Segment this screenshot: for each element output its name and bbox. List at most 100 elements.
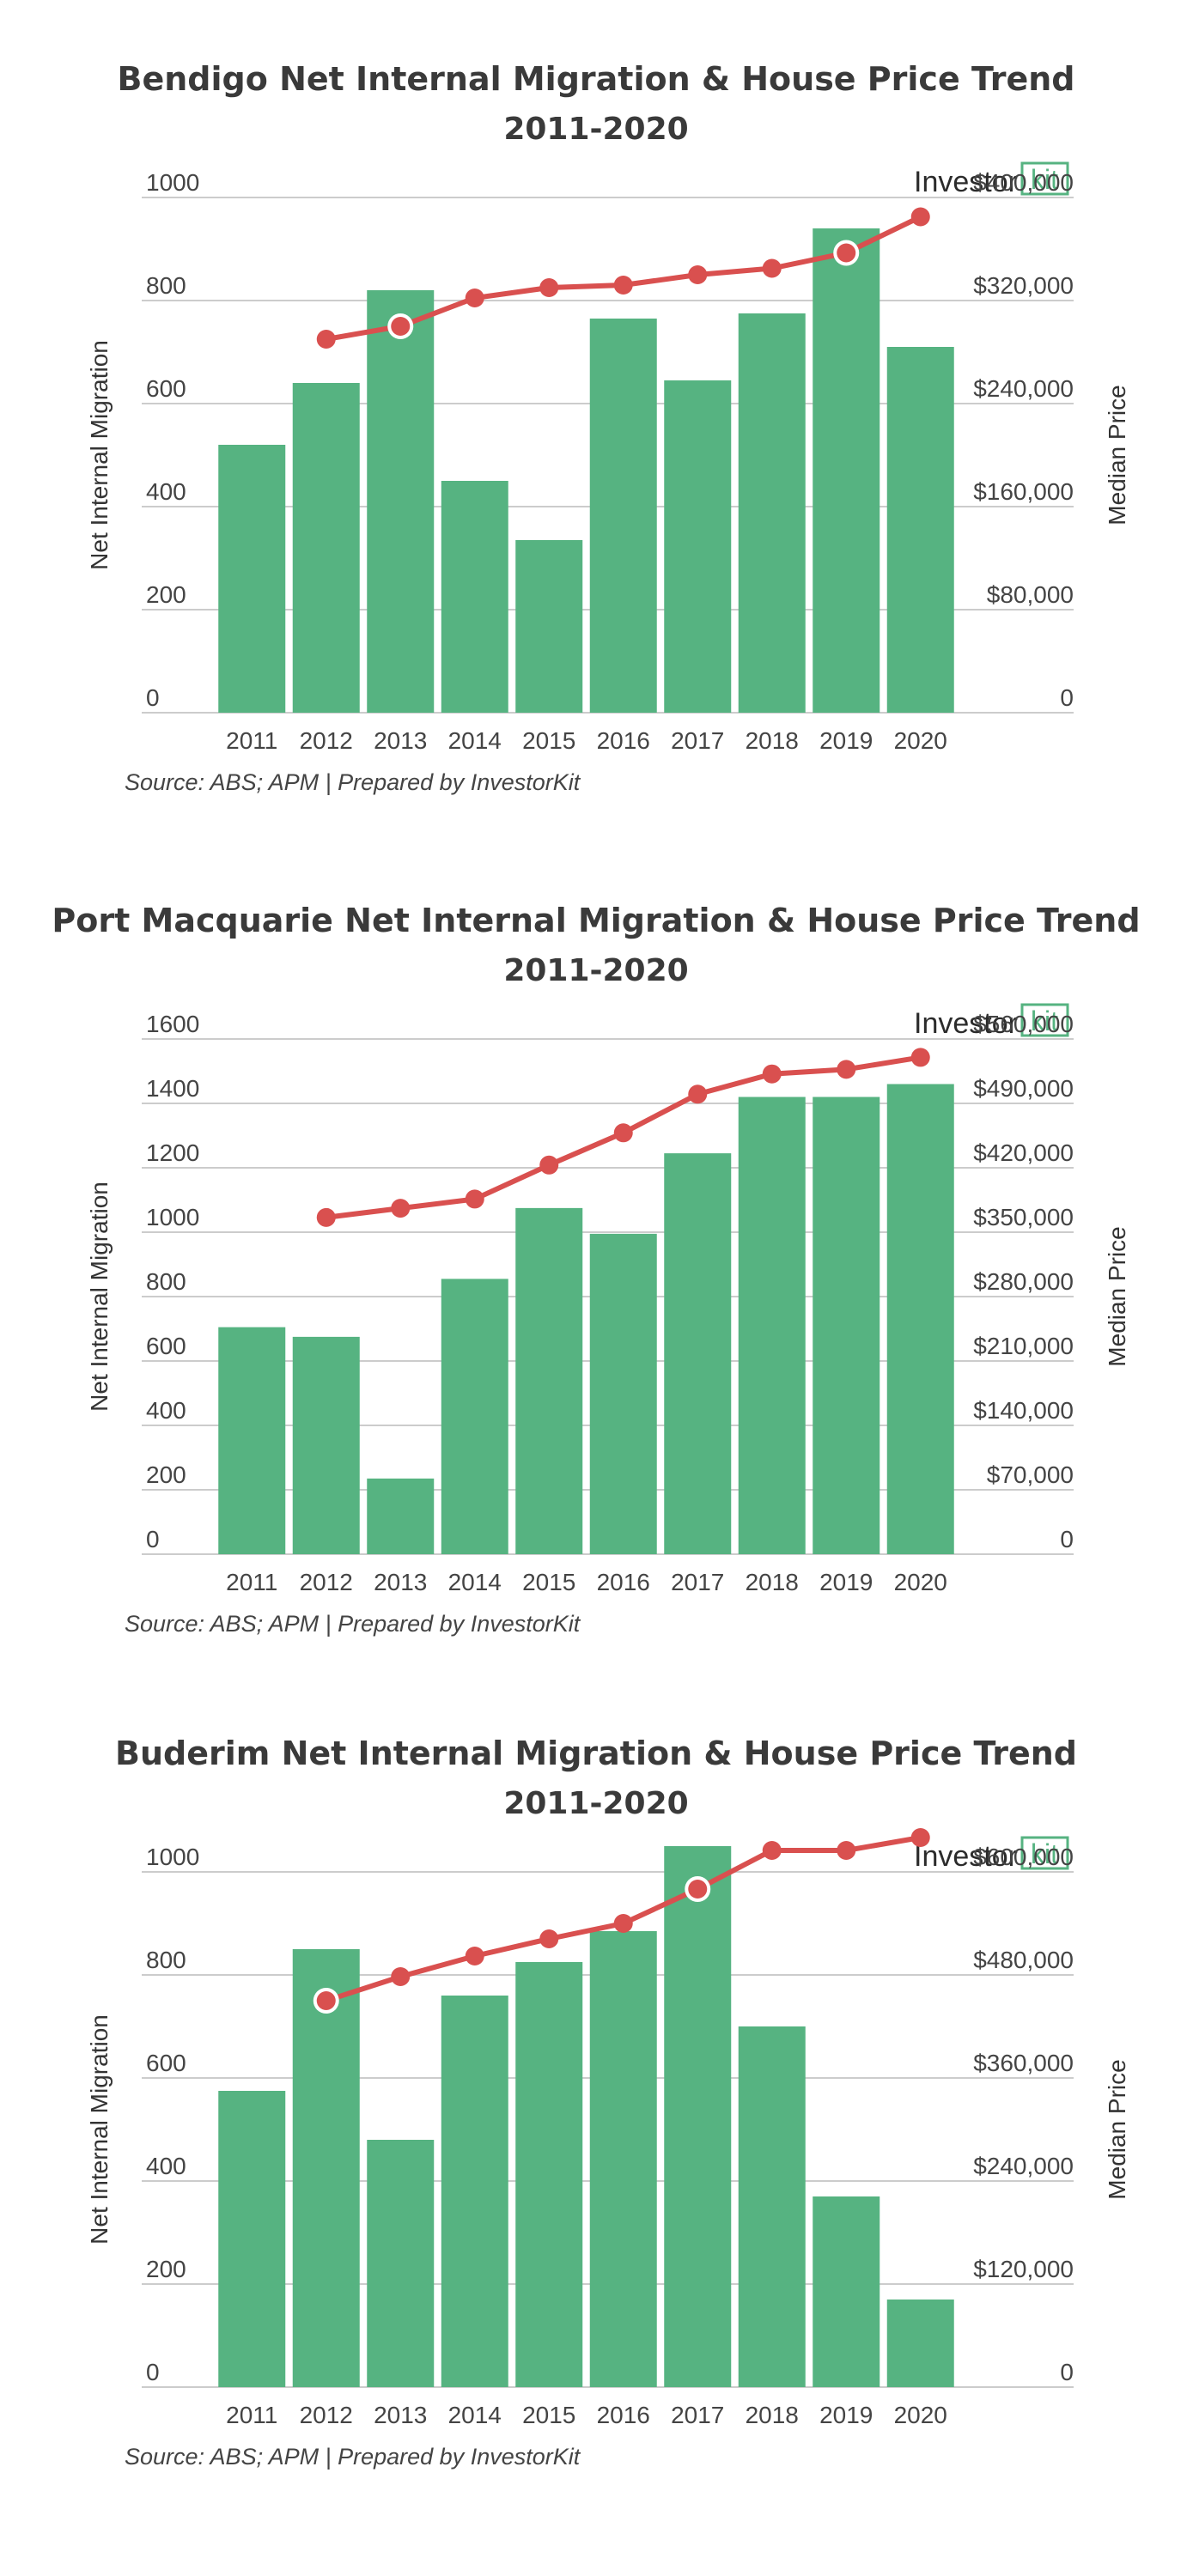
y-tick-label: 400 [146, 478, 186, 505]
chart-subtitle: 2011-2020 [503, 953, 688, 988]
x-tick-label: 2018 [746, 1569, 799, 1595]
chart-title: Bendigo Net Internal Migration & House P… [118, 60, 1075, 98]
y-tick-label: 0 [146, 1526, 160, 1552]
y-tick-label: 1400 [146, 1075, 199, 1102]
x-tick-label: 2018 [746, 727, 799, 754]
y-tick-label: 1000 [146, 169, 199, 196]
price-point [837, 1841, 856, 1860]
bar [886, 1084, 954, 1554]
x-tick-label: 2015 [522, 727, 575, 754]
bar [813, 228, 880, 713]
investorkit-logo: Investor kit [914, 1003, 1069, 1040]
y-tick-label: 400 [146, 2153, 186, 2179]
y2-axis-title: Median Price [1104, 385, 1130, 525]
y2-tick-label: $490,000 [973, 1075, 1074, 1102]
source-note: Source: ABS; APM | Prepared by InvestorK… [125, 2444, 581, 2470]
x-tick-label: 2019 [819, 1569, 873, 1595]
x-tick-label: 2014 [448, 727, 502, 754]
y2-tick-label: $350,000 [973, 1204, 1074, 1230]
chart-port-macquarie: Port Macquarie Net Internal Migration & … [0, 876, 1193, 1666]
x-tick-label: 2011 [226, 727, 277, 754]
chart-subtitle: 2011-2020 [503, 112, 688, 147]
price-point [465, 1189, 484, 1209]
y2-axis-title: Median Price [1104, 2059, 1130, 2199]
y2-tick-label: $480,000 [973, 1947, 1074, 1973]
x-tick-label: 2016 [597, 2402, 650, 2428]
bar [738, 2026, 806, 2387]
x-tick-label: 2015 [522, 2402, 575, 2428]
x-tick-label: 2017 [671, 1569, 724, 1595]
y2-tick-label: $400,000 [973, 169, 1074, 196]
bar [218, 1327, 286, 1554]
y2-tick-label: $560,000 [973, 1011, 1074, 1037]
source-note: Source: ABS; APM | Prepared by InvestorK… [125, 769, 581, 795]
bar [367, 1478, 435, 1554]
bar [292, 1949, 360, 2387]
y-tick-label: 1600 [146, 1011, 199, 1037]
x-tick-label: 2011 [226, 2402, 277, 2428]
y-tick-label: 1200 [146, 1139, 199, 1166]
y-tick-label: 800 [146, 272, 186, 299]
bar [813, 1097, 880, 1554]
price-point [316, 1207, 336, 1227]
y2-tick-label: $240,000 [973, 2153, 1074, 2179]
x-tick-label: 2012 [300, 2402, 353, 2428]
bar [738, 313, 806, 713]
price-point [688, 265, 708, 284]
y2-tick-label: $140,000 [973, 1397, 1074, 1424]
logo-frame [1020, 1836, 1069, 1870]
y2-tick-label: $70,000 [987, 1461, 1074, 1488]
logo-text: Investor [914, 1840, 1018, 1873]
bar [664, 1846, 732, 2387]
y-tick-label: 200 [146, 1461, 186, 1488]
price-point [688, 1880, 708, 1899]
price-point [762, 1841, 782, 1860]
y-tick-label: 0 [146, 684, 160, 711]
investorkit-logo: Investor kit [914, 1836, 1069, 1873]
bar [441, 1279, 508, 1554]
bar [664, 1153, 732, 1554]
logo-frame [1020, 1003, 1069, 1037]
price-point [465, 1947, 484, 1965]
y2-tick-label: $80,000 [987, 581, 1074, 608]
price-point [613, 1123, 633, 1143]
x-tick-label: 2020 [894, 2402, 947, 2428]
price-point [762, 1064, 782, 1084]
x-tick-label: 2013 [374, 727, 427, 754]
y-tick-label: 600 [146, 1333, 186, 1359]
price-point [391, 1199, 411, 1218]
logo-frame [1020, 161, 1069, 196]
price-point [910, 207, 930, 227]
chart-buderim: Buderim Net Internal Migration & House P… [0, 1709, 1193, 2499]
chart-title: Port Macquarie Net Internal Migration & … [52, 902, 1140, 939]
y-tick-label: 800 [146, 1947, 186, 1973]
bar [738, 1097, 806, 1554]
bar [292, 383, 360, 713]
bar [886, 2300, 954, 2387]
chart-svg: Buderim Net Internal Migration & House P… [86, 1735, 1130, 2470]
bar [886, 347, 954, 713]
source-note: Source: ABS; APM | Prepared by InvestorK… [125, 1611, 581, 1637]
x-tick-label: 2018 [746, 2402, 799, 2428]
price-point [910, 1828, 930, 1847]
y-tick-label: 0 [146, 2359, 160, 2385]
price-point [539, 1155, 559, 1175]
y-tick-label: 1000 [146, 1204, 199, 1230]
x-tick-label: 2017 [671, 2402, 724, 2428]
y2-tick-label: $420,000 [973, 1139, 1074, 1166]
y-tick-label: 200 [146, 581, 186, 608]
bar [367, 290, 435, 713]
price-point [613, 276, 633, 295]
x-tick-label: 2020 [894, 727, 947, 754]
y-tick-label: 600 [146, 2050, 186, 2076]
bar [441, 1996, 508, 2387]
y2-tick-label: $320,000 [973, 272, 1074, 299]
bar [515, 540, 583, 713]
y2-tick-label: $280,000 [973, 1268, 1074, 1295]
y-axis-title: Net Internal Migration [86, 2014, 113, 2245]
y-tick-label: 200 [146, 2256, 186, 2282]
chart-title: Buderim Net Internal Migration & House P… [115, 1735, 1077, 1772]
x-tick-label: 2016 [597, 1569, 650, 1595]
bar [515, 1962, 583, 2387]
y-tick-label: 800 [146, 1268, 186, 1295]
